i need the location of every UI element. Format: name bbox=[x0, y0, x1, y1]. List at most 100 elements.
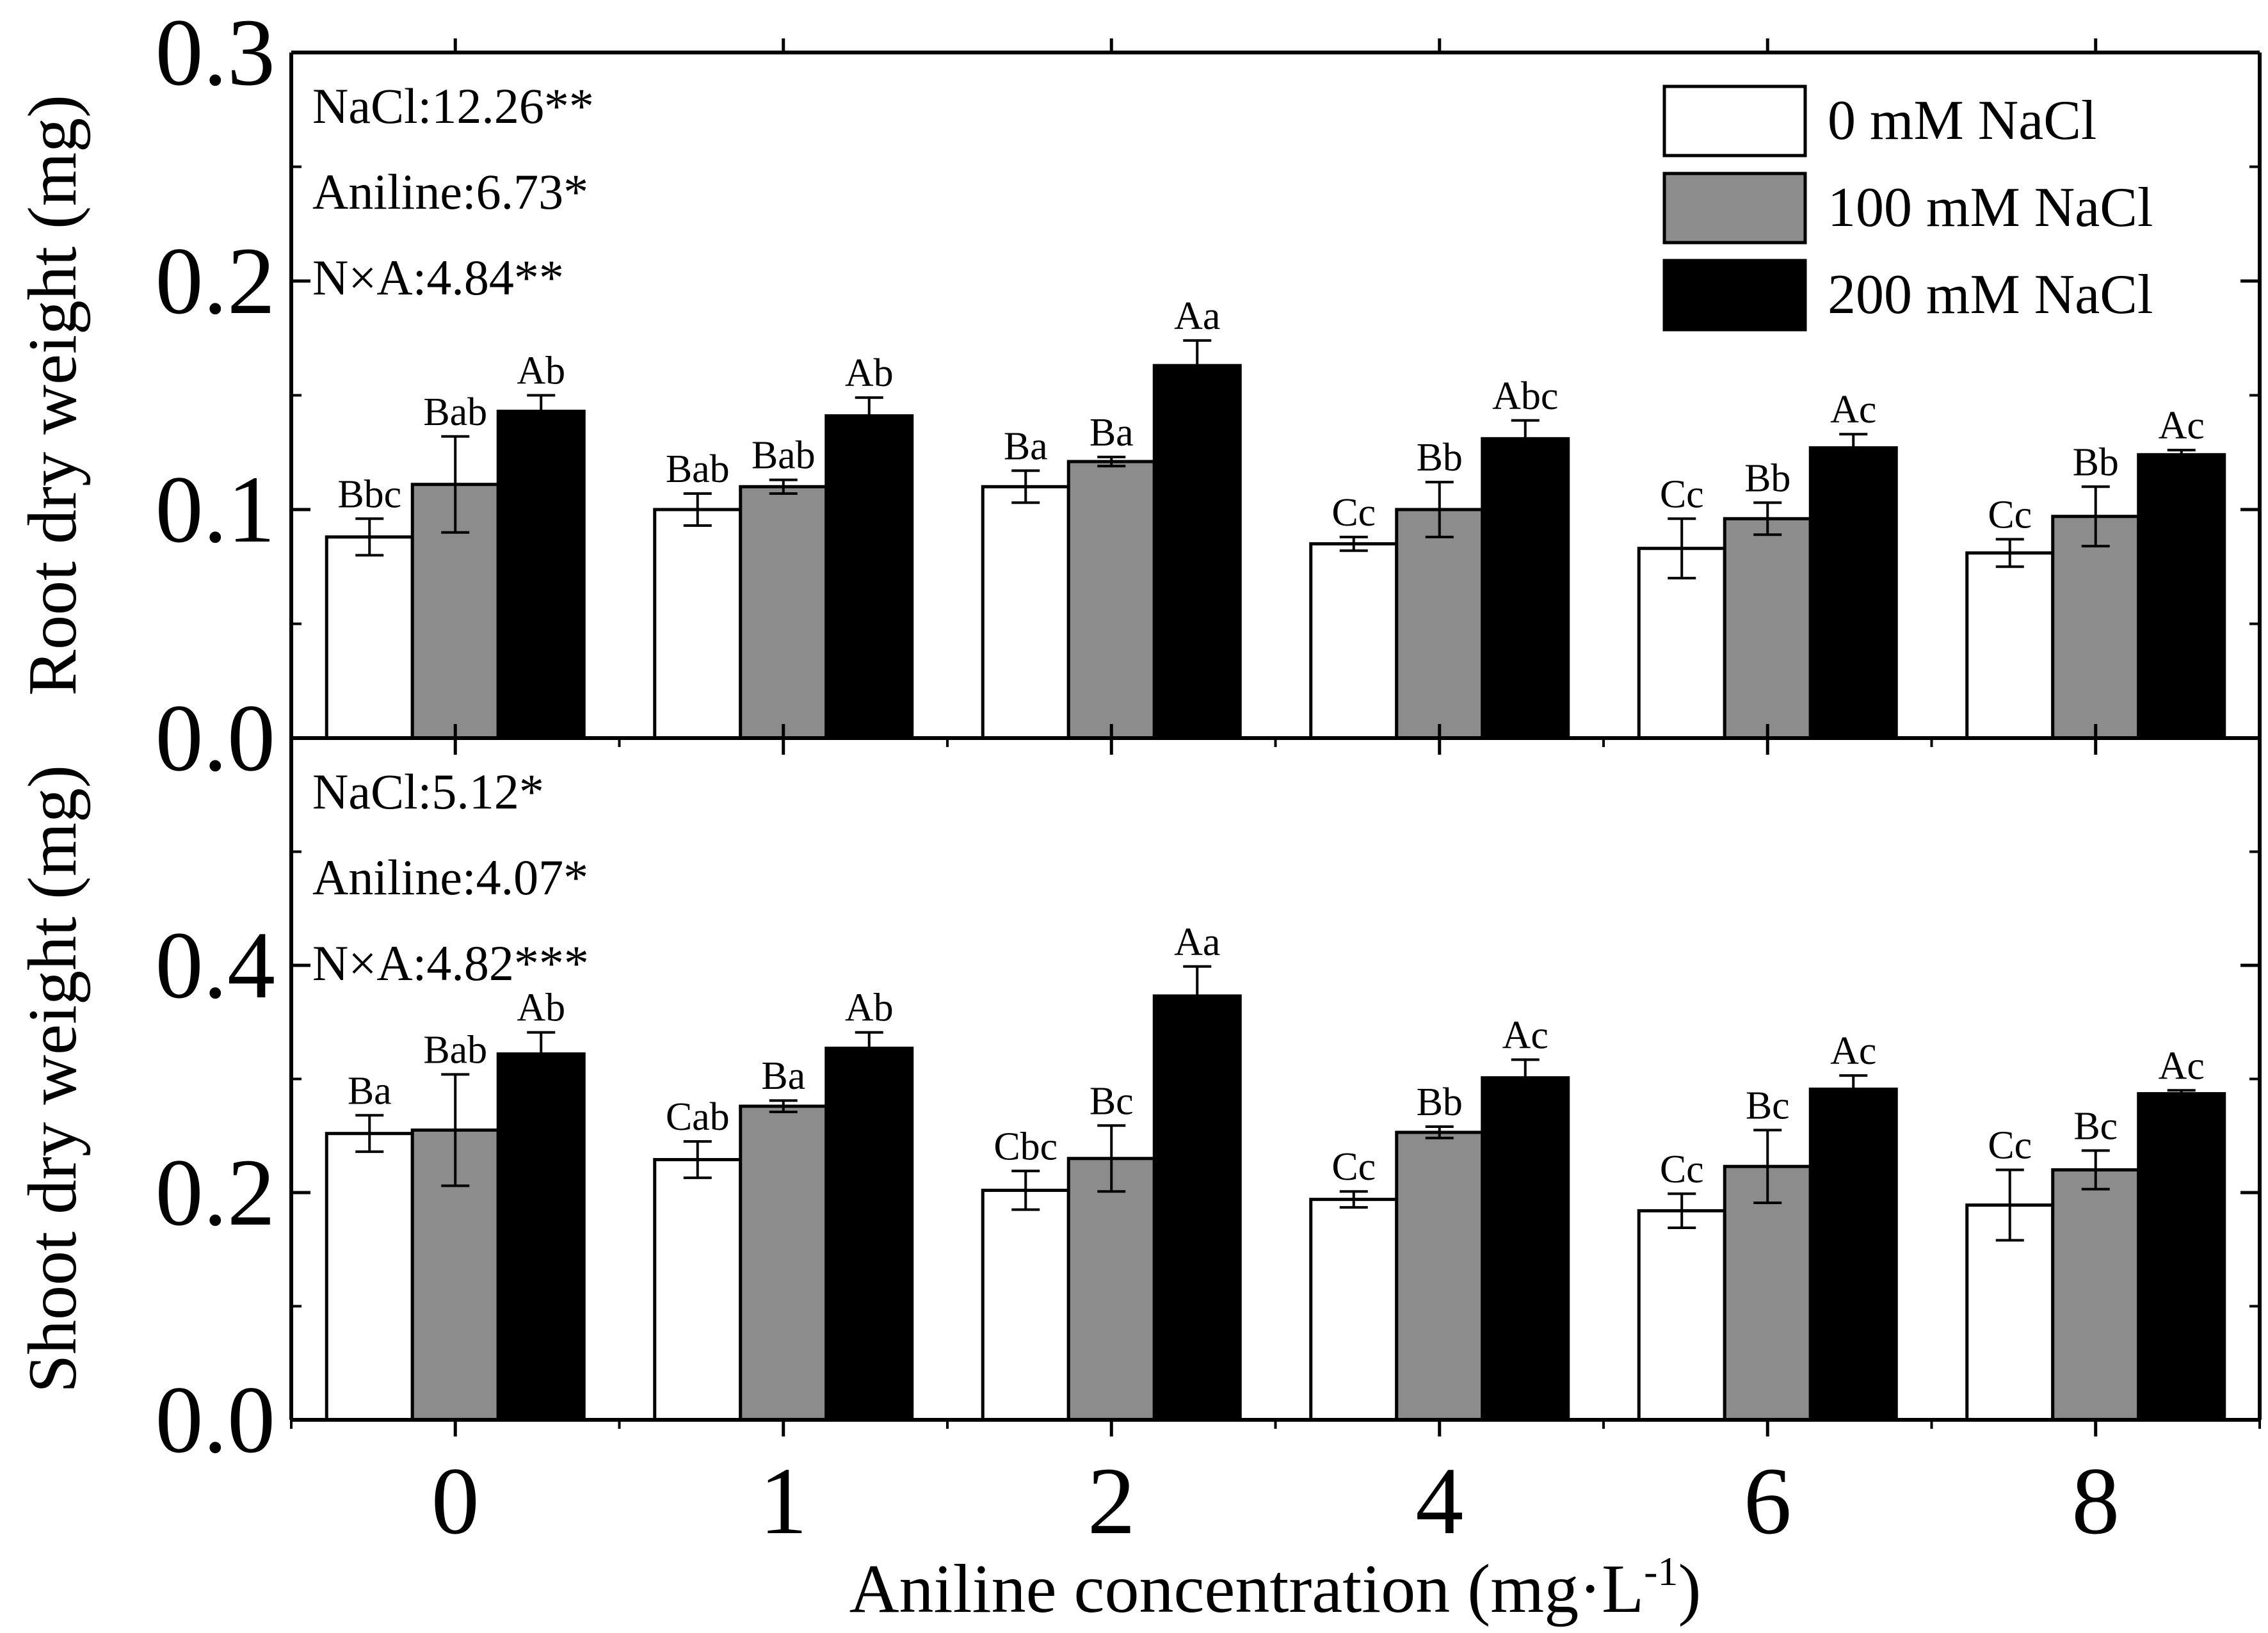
y-tick-label: 0.1 bbox=[156, 456, 276, 563]
bar bbox=[1395, 508, 1484, 740]
significance-label: Ab bbox=[517, 986, 565, 1030]
legend-label: 0 mM NaCl bbox=[1828, 90, 2096, 152]
x-tick-label: 4 bbox=[1415, 1448, 1463, 1554]
significance-label: Bb bbox=[1417, 1081, 1463, 1124]
x-tick-label: 0 bbox=[431, 1448, 479, 1554]
bar bbox=[1637, 547, 1726, 740]
legend-swatch bbox=[1662, 259, 1807, 332]
anova-stat: NaCl:5.12* bbox=[312, 764, 544, 819]
significance-label: Ab bbox=[517, 350, 565, 393]
significance-label: Ac bbox=[1502, 1013, 1548, 1057]
legend-label: 100 mM NaCl bbox=[1828, 177, 2153, 239]
y-tick-label: 0.0 bbox=[156, 1367, 276, 1473]
anova-stat: Aniline:4.07* bbox=[312, 849, 588, 905]
bar bbox=[981, 1188, 1070, 1422]
significance-label: Ba bbox=[1090, 411, 1134, 455]
significance-label: Bb bbox=[1744, 456, 1790, 500]
bar bbox=[1481, 437, 1570, 740]
significance-label: Ac bbox=[1830, 388, 1876, 431]
significance-label: Bb bbox=[2073, 440, 2119, 484]
y-axis-title: Root dry weight (mg) bbox=[15, 95, 91, 696]
bar bbox=[2137, 453, 2226, 740]
x-tick-label: 1 bbox=[759, 1448, 807, 1554]
bar bbox=[2051, 1168, 2141, 1422]
y-tick-label: 0.4 bbox=[156, 912, 276, 1018]
x-axis-title: Aniline concentration (mg·L-1) bbox=[849, 1549, 1701, 1627]
bar bbox=[824, 1047, 914, 1422]
bar bbox=[496, 409, 586, 740]
significance-label: Bab bbox=[752, 434, 816, 478]
anova-stat: N×A:4.82*** bbox=[312, 935, 589, 991]
significance-label: Cc bbox=[1988, 493, 2032, 536]
significance-label: Cc bbox=[1660, 472, 1704, 516]
significance-label: Cbc bbox=[993, 1125, 1058, 1168]
significance-label: Abc bbox=[1492, 374, 1558, 418]
y-tick-label: 0.2 bbox=[156, 228, 276, 334]
x-tick-label: 6 bbox=[1744, 1448, 1792, 1554]
anova-stat: NaCl:12.26** bbox=[312, 78, 594, 134]
legend-swatch bbox=[1662, 84, 1807, 157]
significance-label: Bb bbox=[1417, 436, 1463, 479]
x-axis-title-end: ) bbox=[1678, 1551, 1701, 1627]
bar bbox=[1481, 1076, 1570, 1422]
y-tick-label: 0.0 bbox=[156, 685, 276, 791]
significance-label: Cc bbox=[1331, 1145, 1376, 1189]
significance-label: Bab bbox=[423, 390, 487, 434]
significance-label: Bab bbox=[423, 1028, 487, 1072]
significance-label: Cab bbox=[666, 1095, 730, 1139]
bar bbox=[824, 414, 914, 740]
significance-label: Bc bbox=[1746, 1084, 1790, 1127]
bar bbox=[1066, 1157, 1156, 1422]
anova-stat: Aniline:6.73* bbox=[312, 164, 588, 220]
x-axis-title-main: Aniline concentration (mg·L bbox=[849, 1551, 1645, 1627]
y-tick-label: 0.3 bbox=[156, 0, 276, 106]
x-axis-title-superscript: -1 bbox=[1644, 1549, 1678, 1594]
x-tick-label: 2 bbox=[1088, 1448, 1136, 1554]
legend-swatch bbox=[1662, 172, 1807, 245]
legend-label: 200 mM NaCl bbox=[1828, 264, 2153, 326]
significance-label: Ac bbox=[1830, 1029, 1876, 1073]
bar bbox=[739, 485, 828, 740]
bar bbox=[1723, 1164, 1812, 1422]
x-tick-label: 8 bbox=[2071, 1448, 2119, 1554]
significance-label: Bc bbox=[1090, 1079, 1134, 1123]
bar bbox=[1965, 551, 2055, 740]
bar bbox=[1637, 1209, 1726, 1422]
bar bbox=[1808, 1087, 1898, 1422]
significance-label: Cc bbox=[1988, 1124, 2032, 1168]
significance-label: Ba bbox=[1004, 424, 1048, 468]
y-tick-label: 0.2 bbox=[156, 1139, 276, 1246]
significance-label: Aa bbox=[1174, 294, 1220, 338]
bar bbox=[653, 508, 743, 740]
bar bbox=[325, 535, 414, 740]
bar bbox=[325, 1132, 414, 1422]
significance-label: Ba bbox=[348, 1069, 392, 1113]
significance-label: Ac bbox=[2159, 404, 2205, 447]
bar bbox=[1309, 1198, 1399, 1422]
significance-label: Ab bbox=[845, 351, 894, 395]
bar bbox=[739, 1104, 828, 1422]
bar bbox=[1152, 364, 1242, 740]
significance-label: Cc bbox=[1660, 1148, 1704, 1191]
bar bbox=[1395, 1130, 1484, 1422]
bar bbox=[981, 485, 1070, 740]
anova-stat: N×A:4.84** bbox=[312, 250, 564, 305]
significance-label: Bab bbox=[666, 447, 730, 491]
significance-label: Aa bbox=[1174, 921, 1220, 964]
significance-label: Ac bbox=[2159, 1044, 2205, 1088]
significance-label: Bbc bbox=[337, 472, 401, 516]
significance-label: Ba bbox=[761, 1054, 805, 1098]
significance-label: Bc bbox=[2073, 1104, 2118, 1148]
bar bbox=[496, 1052, 586, 1422]
bar bbox=[1066, 460, 1156, 740]
bar bbox=[2051, 515, 2141, 740]
bar bbox=[2137, 1092, 2226, 1422]
bar bbox=[653, 1158, 743, 1422]
bar bbox=[1723, 517, 1812, 740]
significance-label: Ab bbox=[845, 986, 894, 1030]
bar bbox=[1152, 994, 1242, 1422]
bar bbox=[1309, 542, 1399, 740]
bar bbox=[1808, 446, 1898, 740]
significance-label: Cc bbox=[1331, 491, 1376, 535]
